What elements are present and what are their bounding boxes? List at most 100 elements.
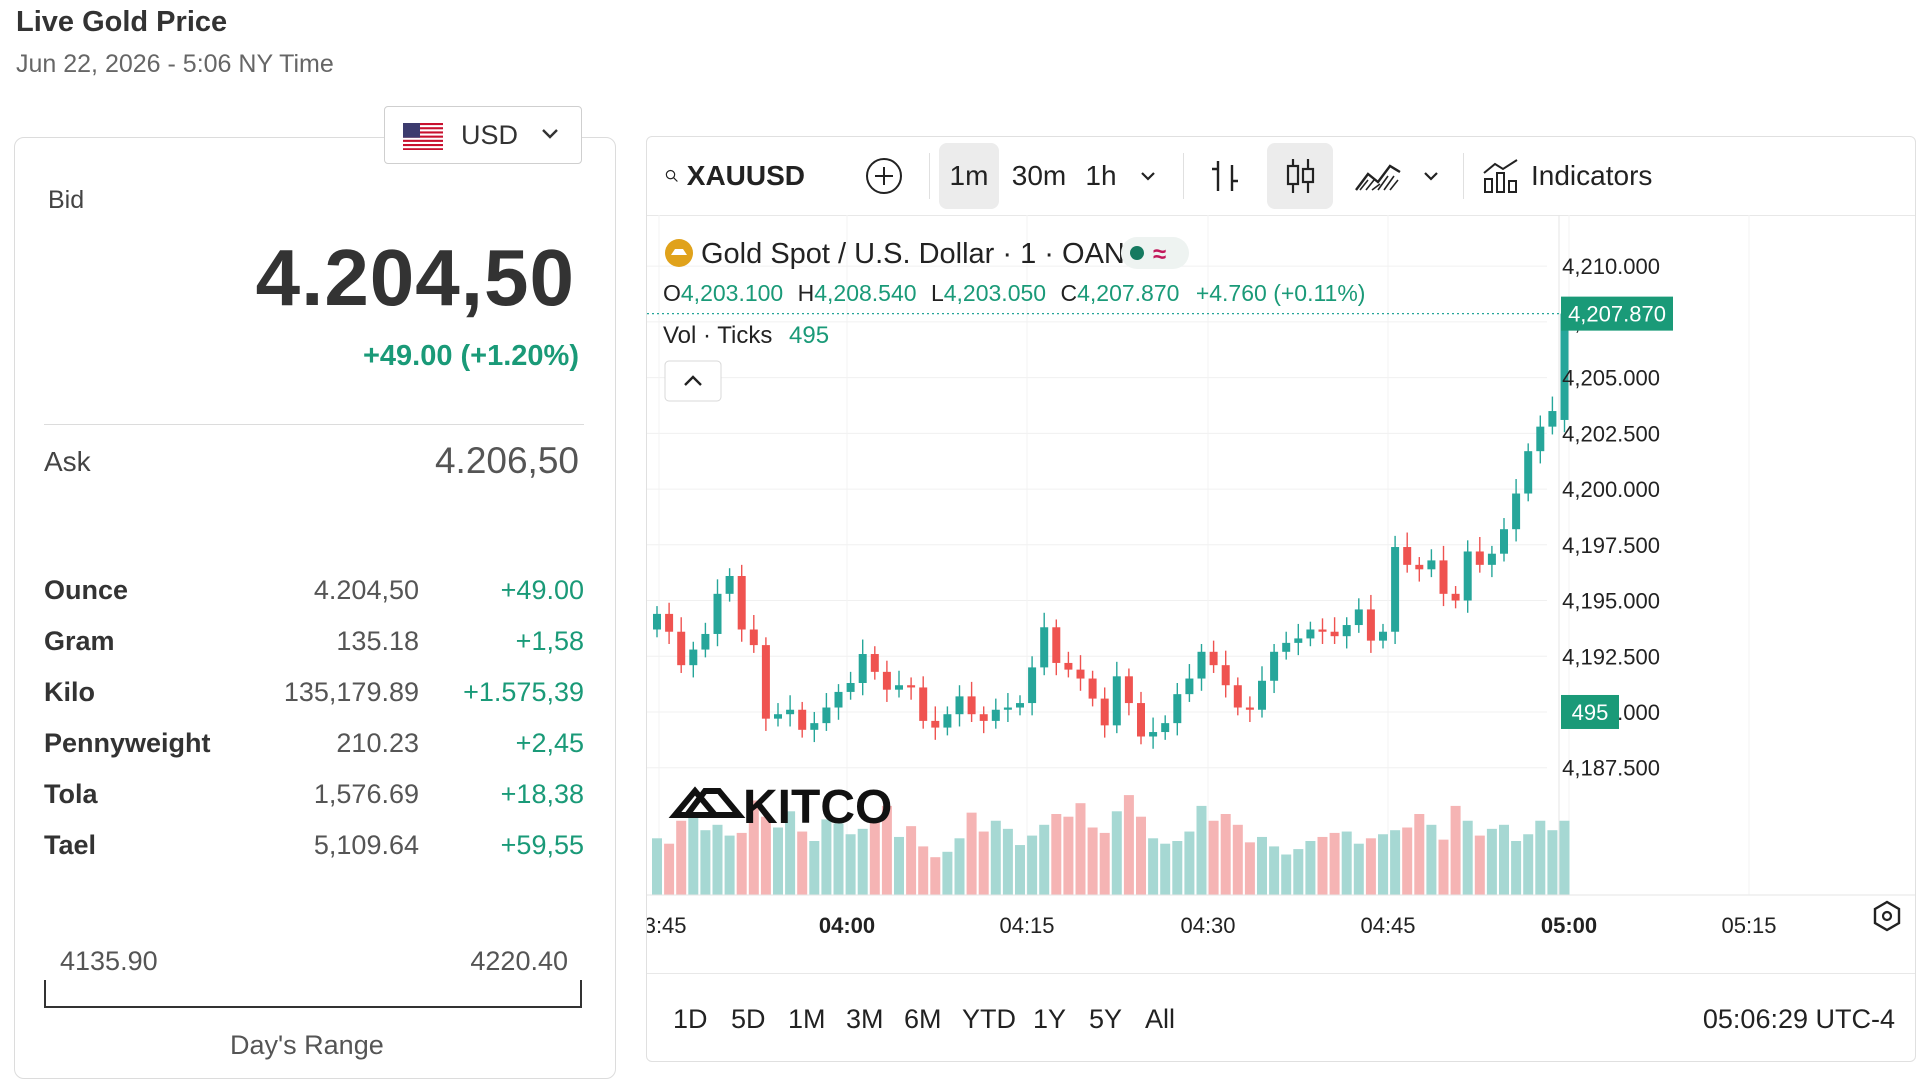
volume-bar xyxy=(1039,824,1050,895)
volume-bar xyxy=(978,831,989,895)
market-status-badge xyxy=(1121,237,1189,269)
candle-body xyxy=(1294,638,1303,643)
candle-body xyxy=(810,723,819,730)
candle-body xyxy=(1112,676,1121,726)
indicators-button[interactable]: Indicators xyxy=(1481,143,1677,209)
range-5d-button[interactable]: 5D xyxy=(731,1004,766,1034)
candle-body xyxy=(907,685,916,688)
volume-bar xyxy=(1402,827,1413,895)
candle-chart-type-button[interactable] xyxy=(1267,143,1333,209)
candle-body xyxy=(955,696,964,715)
bar-chart-type-button[interactable] xyxy=(1201,143,1249,209)
x-axis-tick-label: 04:45 xyxy=(1360,913,1415,938)
search-icon xyxy=(665,169,678,182)
unit-name: Tola xyxy=(44,779,98,809)
volume-bar xyxy=(1535,820,1546,895)
indicators-label: Indicators xyxy=(1531,160,1653,191)
volume-bar xyxy=(1329,832,1340,895)
candle-body xyxy=(1100,698,1109,726)
volume-bar xyxy=(1136,816,1146,895)
last-volume-label: 495 xyxy=(1572,700,1609,725)
volume-bar xyxy=(869,818,880,895)
volume-bar xyxy=(1559,820,1570,895)
volume-bar xyxy=(1160,843,1171,895)
compare-button[interactable] xyxy=(861,143,907,209)
unit-change: +18,38 xyxy=(500,779,584,809)
range-1y-button[interactable]: 1Y xyxy=(1033,1004,1067,1034)
volume-bar xyxy=(1002,828,1013,895)
range-1d-button[interactable]: 1D xyxy=(673,1004,708,1034)
chart-settings-button[interactable] xyxy=(1873,900,1901,932)
y-axis-tick-label: 4,210.000 xyxy=(1562,254,1660,279)
collapse-legend-button[interactable] xyxy=(664,360,722,402)
unit-name: Ounce xyxy=(44,575,129,605)
unit-price: 4.204,50 xyxy=(313,575,419,605)
range-ytd-button[interactable]: YTD xyxy=(962,1004,1016,1034)
instrument-title: Gold Spot / U.S. Dollar · 1 · OANDA xyxy=(701,238,1166,270)
volume-bar xyxy=(845,834,856,895)
range-label: Day's Range xyxy=(230,1030,384,1060)
volume-bar xyxy=(712,824,723,895)
candle-body xyxy=(919,687,928,721)
unit-row-gram: Gram 135.18 +1,58 xyxy=(44,626,584,670)
volume-bar xyxy=(797,831,808,895)
volume-bar xyxy=(1027,835,1038,895)
x-axis-tick-label: 05:00 xyxy=(1541,913,1597,938)
interval-dropdown[interactable] xyxy=(1129,143,1167,209)
unit-name: Kilo xyxy=(44,677,95,707)
candle-body xyxy=(931,720,940,728)
candle-body xyxy=(774,714,782,719)
chevron-down-icon xyxy=(1141,172,1155,181)
kitco-watermark: KITCO xyxy=(668,781,892,834)
candle-body xyxy=(725,576,734,594)
volume-bar xyxy=(1184,831,1195,895)
interval-30m[interactable]: 30m xyxy=(1011,160,1067,191)
candle-body xyxy=(1463,551,1472,601)
volume-bar xyxy=(1365,838,1376,895)
candle-body xyxy=(761,645,770,719)
candle-body xyxy=(677,631,686,666)
candle-body xyxy=(1342,625,1351,637)
volume-bar xyxy=(1099,832,1110,895)
indicators-icon xyxy=(1483,159,1518,193)
range-all-button[interactable]: All xyxy=(1145,1004,1176,1034)
candle-body xyxy=(1451,593,1460,601)
candle-body xyxy=(786,709,795,715)
candle-body xyxy=(1439,560,1448,594)
candle-body xyxy=(1040,627,1049,668)
range-3m-button[interactable]: 3M xyxy=(846,1004,884,1034)
currency-select[interactable]: USD xyxy=(384,106,582,164)
candle-body xyxy=(1415,564,1424,570)
volume-bar xyxy=(1172,841,1183,895)
area-chart-type-button[interactable] xyxy=(1351,143,1405,209)
interval-1h[interactable]: 1h xyxy=(1085,160,1117,191)
chart-clock[interactable]: 05:06:29 UTC-4 xyxy=(1702,1004,1895,1034)
range-5y-button[interactable]: 5Y xyxy=(1089,1004,1123,1034)
interval-1m[interactable]: 1m xyxy=(939,143,999,209)
candle-body xyxy=(1185,678,1194,695)
price-chart[interactable]: KITCO Gold Spot / U.S. Dollar · 1 · OAND… xyxy=(647,215,1915,973)
page-title: Live Gold Price xyxy=(16,6,228,38)
last-price-label: 4,207.870 xyxy=(1568,302,1666,327)
volume-bar xyxy=(736,832,747,895)
delayed-data-icon: ≈ xyxy=(1153,241,1166,268)
us-flag-icon xyxy=(403,123,443,150)
volume-bar xyxy=(1015,845,1025,895)
volume-bar xyxy=(676,820,687,895)
volume-bar xyxy=(748,800,759,895)
symbol-search[interactable]: XAUUSD xyxy=(665,143,805,209)
x-axis-tick-label: 04:00 xyxy=(819,913,875,938)
range-6m-button[interactable]: 6M xyxy=(904,1004,942,1034)
candle-body xyxy=(1512,493,1521,530)
volume-bar xyxy=(664,843,675,895)
chart-type-dropdown[interactable] xyxy=(1413,143,1449,209)
bid-label: Bid xyxy=(48,186,85,214)
range-1m-button[interactable]: 1M xyxy=(788,1004,826,1034)
volume-bar xyxy=(990,820,1001,895)
unit-row-ounce: Ounce 4.204,50 +49.00 xyxy=(44,575,584,619)
volume-bar xyxy=(1547,830,1558,895)
symbol-label: XAUUSD xyxy=(686,160,805,191)
candle-body xyxy=(665,613,674,632)
unit-change: +59,55 xyxy=(500,830,584,860)
volume-bar xyxy=(1462,820,1473,895)
